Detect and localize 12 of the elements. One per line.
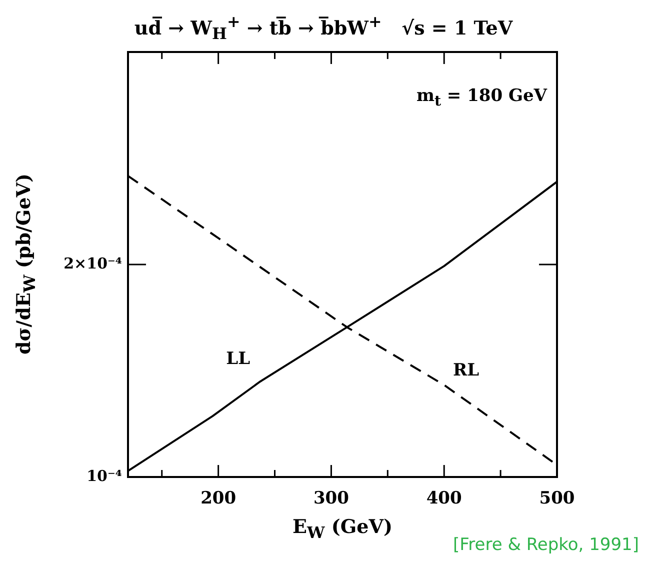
y-tick-label: 2×10⁻⁴ (64, 254, 122, 272)
x-tick-label: 200 (200, 488, 236, 509)
annotation: m$_{t}$ = 180 GeV (416, 86, 547, 110)
y-tick-label: 10⁻⁴ (86, 466, 122, 485)
chart-title: ud̅ → W$_{H}$$^{+}$ → tb̅ → b̅bW$^{+}$ √s = 1 TeV (134, 12, 513, 44)
x-tick-label: 500 (539, 488, 575, 509)
text: [Frere & Repko, 1991] (452, 535, 639, 555)
series-label: LL (226, 349, 250, 370)
x-tick-label: 300 (313, 488, 350, 509)
x-tick-label: 400 (426, 488, 462, 509)
x-axis-title: E$_{W}$ (GeV) (292, 516, 392, 542)
series-label: RL (453, 360, 480, 380)
